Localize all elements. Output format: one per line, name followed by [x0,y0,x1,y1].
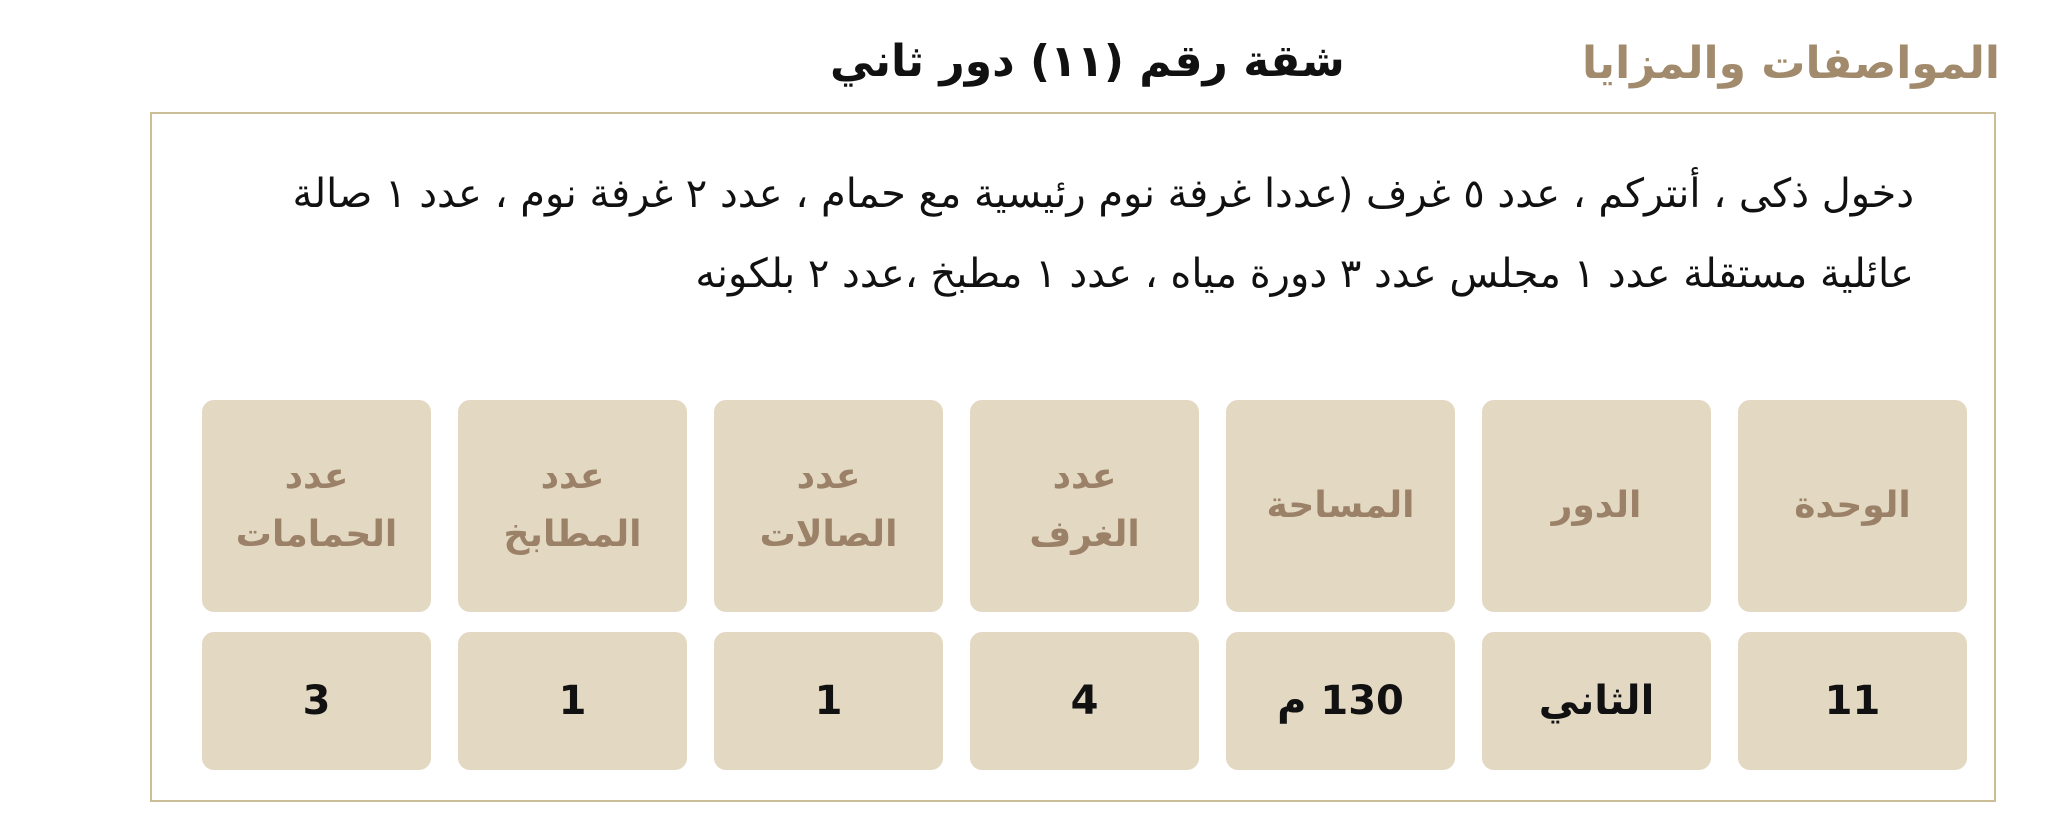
header-rooms: عدد الغرف [970,400,1199,612]
value-area: 130 م [1226,632,1455,770]
value-rooms: 4 [970,632,1199,770]
header-floor: الدور [1482,400,1711,612]
header-kitchens: عدد المطابخ [458,400,687,612]
specs-table: الوحدة الدور المساحة عدد الغرف عدد الصال… [202,400,1967,770]
specs-box: دخول ذكى ، أنتركم ، عدد ٥ غرف (عددا غرفة… [150,112,1996,802]
header-halls: عدد الصالات [714,400,943,612]
value-halls: 1 [714,632,943,770]
header-area: المساحة [1226,400,1455,612]
value-kitchens: 1 [458,632,687,770]
header-bathrooms: عدد الحمامات [202,400,431,612]
description: دخول ذكى ، أنتركم ، عدد ٥ غرف (عددا غرفة… [292,171,1914,297]
section-title: المواصفات والمزايا [1582,38,2000,89]
value-floor: الثاني [1482,632,1711,770]
header-unit: الوحدة [1738,400,1967,612]
unit-title: شقة رقم (١١) دور ثاني [830,36,1345,87]
value-bathrooms: 3 [202,632,431,770]
value-unit: 11 [1738,632,1967,770]
